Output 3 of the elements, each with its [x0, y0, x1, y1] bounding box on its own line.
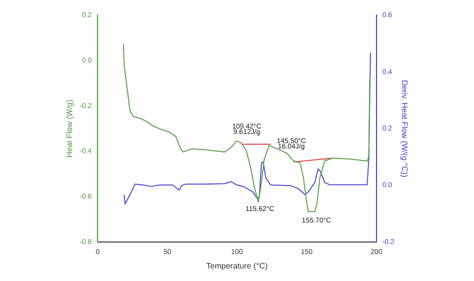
y2-axis-title: Deriv. Heat Flow (W/(g·°C))	[400, 80, 409, 178]
y-axis-title: Heat Flow (W/g)	[65, 99, 74, 158]
x-axis-title: Temperature (°C)	[206, 261, 268, 270]
